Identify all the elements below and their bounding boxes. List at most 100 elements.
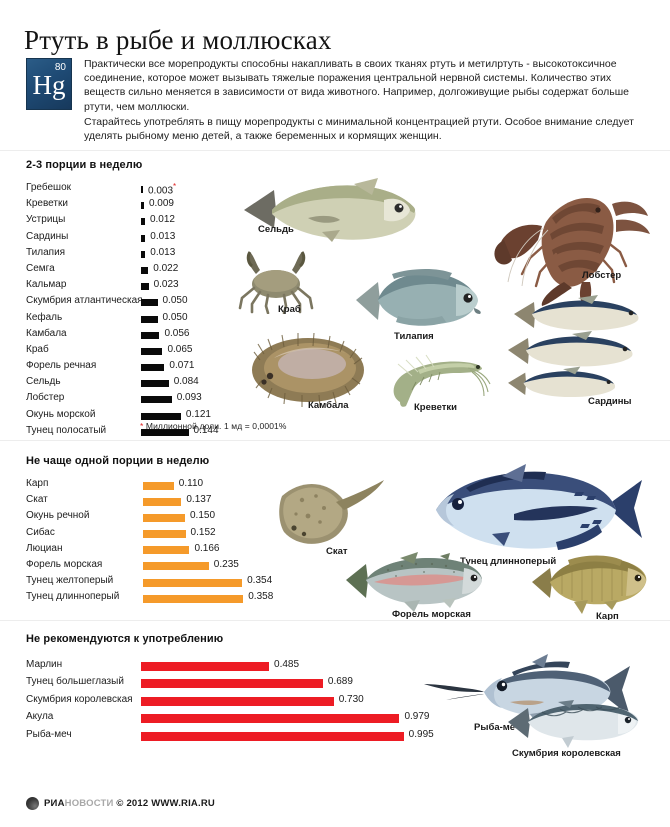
svg-text:Форель морская: Форель морская xyxy=(392,609,471,620)
category-label: Устрицы xyxy=(26,214,66,226)
section-1-title: 2-3 порции в неделю xyxy=(26,159,143,171)
bar-fill xyxy=(143,530,186,539)
element-symbol: Hg xyxy=(32,70,66,100)
svg-text:Рыба-меч: Рыба-меч xyxy=(474,722,520,733)
value-bar xyxy=(143,497,182,506)
chart-row: Тунец полосатый 0.144 xyxy=(26,424,246,440)
chart-row: Гребешок 0.003* xyxy=(26,181,246,197)
value-bar xyxy=(141,412,181,420)
value-label: 0.979 xyxy=(404,711,430,723)
value-label: 0.354 xyxy=(247,575,273,587)
value-label: 0.071 xyxy=(169,360,195,372)
crab-illustration: Краб xyxy=(238,251,314,314)
bar-fill xyxy=(141,364,165,372)
chart-row: Кальмар 0.023 xyxy=(26,278,246,294)
chart-3-rows: Марлин 0.485 Тунец большеглазый 0.689 Скумбр… xyxy=(26,658,434,745)
category-label: Карп xyxy=(26,478,49,489)
chart-row: Скат 0.137 xyxy=(26,493,286,509)
king-mackerel-illustration: Скумбрия королевская xyxy=(508,700,639,758)
chart-1-rows: Гребешок 0.003* Креветки 0.009 Устрицы 0.012 С… xyxy=(26,181,246,440)
value-bar xyxy=(141,186,143,193)
chart-row: Рыба-меч 0.995 xyxy=(26,728,434,745)
bar-fill xyxy=(143,562,209,571)
category-label: Тунец большеглазый xyxy=(26,676,124,688)
section-2-divider xyxy=(0,440,670,441)
chart-row: Тунец большеглазый 0.689 xyxy=(26,675,356,692)
value-bar xyxy=(141,396,172,404)
value-label: 0.056 xyxy=(164,327,190,339)
svg-text:Креветки: Креветки xyxy=(414,402,457,412)
chart-row: Акула 0.979 xyxy=(26,710,429,727)
svg-text:Тунец длинноперый: Тунец длинноперый xyxy=(460,556,556,567)
mercury-element-badge: 80 Hg xyxy=(26,58,72,110)
value-label: 0.485 xyxy=(274,659,300,670)
bar-fill xyxy=(141,186,143,193)
category-label: Лобстер xyxy=(26,392,65,404)
svg-text:Карп: Карп xyxy=(596,611,619,622)
value-bar xyxy=(141,266,149,274)
svg-text:Сельдь: Сельдь xyxy=(258,224,294,235)
stingray-illustration: Скат xyxy=(279,480,384,557)
lobster-illustration: Лобстер xyxy=(494,198,650,306)
ria-logo-icon xyxy=(26,797,39,810)
value-label: 0.166 xyxy=(194,542,220,554)
copyright-text: © 2012 WWW.RIA.RU xyxy=(116,798,215,809)
footnote-star: * xyxy=(140,421,144,431)
value-label: 0.235 xyxy=(213,558,239,570)
value-bar xyxy=(143,594,244,603)
category-label: Окунь морской xyxy=(26,408,96,420)
value-bar xyxy=(141,315,158,323)
bar-fill xyxy=(143,481,174,490)
value-bar xyxy=(141,662,270,671)
category-label: Люциан xyxy=(26,542,63,554)
value-bar xyxy=(141,299,158,307)
value-label: 0.050 xyxy=(162,311,188,323)
chart-row: Краб 0.065 xyxy=(26,343,246,359)
value-bar xyxy=(141,331,160,339)
chart-row: Марлин 0.485 xyxy=(26,658,356,675)
chart-row: Сельдь 0.084 xyxy=(26,375,246,391)
svg-text:Скат: Скат xyxy=(326,546,348,557)
value-bar xyxy=(141,364,165,372)
category-label: Семга xyxy=(26,262,55,274)
value-label: 0.358 xyxy=(248,591,274,603)
bar-fill xyxy=(141,218,145,226)
chart-row: Устрицы 0.012 xyxy=(26,213,246,229)
category-label: Тилапия xyxy=(26,246,66,258)
category-label: Скат xyxy=(26,494,48,506)
category-label: Креветки xyxy=(26,198,68,210)
bar-fill xyxy=(141,714,400,724)
bar-fill xyxy=(141,380,169,388)
value-bar xyxy=(141,731,404,741)
svg-text:Камбала: Камбала xyxy=(308,400,349,411)
chart-row: Тилапия 0.013 xyxy=(26,246,246,262)
shrimp-illustration: Креветки xyxy=(393,354,491,412)
herring-illustration: Сельдь xyxy=(244,178,416,242)
chart-row: Тунец желтоперый 0.354 xyxy=(26,574,286,590)
chart-row: Скумбрия атлантическая 0.050 xyxy=(26,294,246,310)
chart-2-rows: Карп 0.110 Скат 0.137 Окунь речной 0.150 Сибас… xyxy=(26,477,286,607)
bar-fill xyxy=(141,412,181,420)
value-bar xyxy=(141,696,334,706)
section-3-title: Не рекомендуются к употреблению xyxy=(26,633,224,645)
bar-fill xyxy=(141,202,144,210)
page-title: Ртуть в рыбе и моллюсках xyxy=(24,25,332,55)
intro-text: Практически все морепродукты способны на… xyxy=(84,57,640,144)
category-label: Сардины xyxy=(26,230,69,242)
value-bar xyxy=(141,347,163,355)
bar-fill xyxy=(143,594,244,603)
chart-row: Карп 0.110 xyxy=(26,477,286,493)
chart-row: Лобстер 0.093 xyxy=(26,391,246,407)
chart-row: Кефаль 0.050 xyxy=(26,311,246,327)
footer-bar xyxy=(0,780,670,827)
category-label: Скумбрия атлантическая xyxy=(26,295,143,307)
section-3-divider xyxy=(0,620,670,621)
chart-row: Тунец длинноперый 0.358 xyxy=(26,590,286,606)
chart-row: Семга 0.022 xyxy=(26,262,246,278)
svg-text:Скумбрия королевская: Скумбрия королевская xyxy=(512,748,621,758)
brand-ria: РИА xyxy=(44,798,65,809)
carp-illustration: Карп xyxy=(532,555,647,622)
ria-novosti-branding: РИАНОВОСТИ © 2012 WWW.RIA.RU xyxy=(26,797,215,810)
brand-novosti: НОВОСТИ xyxy=(64,798,114,809)
